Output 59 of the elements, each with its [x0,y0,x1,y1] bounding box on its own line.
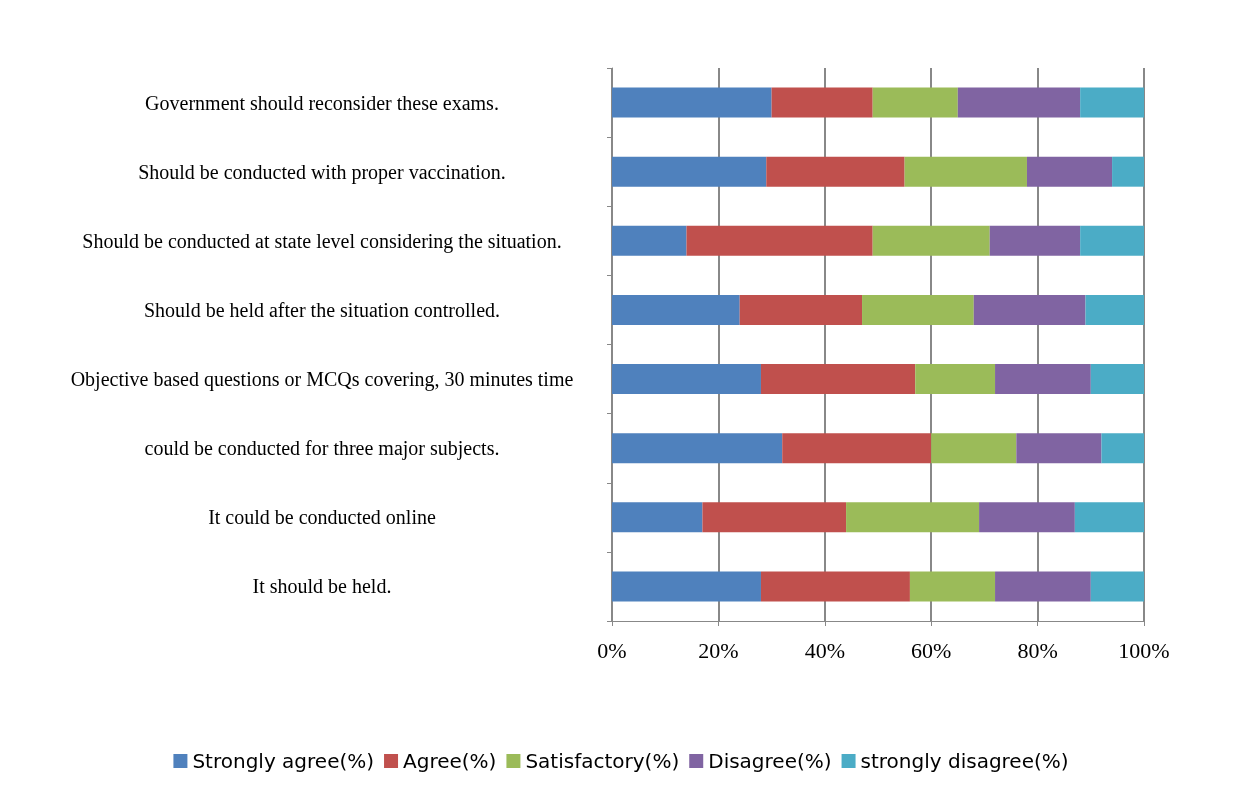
bar [766,156,905,187]
legend-label: Disagree(%) [708,749,832,773]
bar [909,571,996,602]
bar [612,433,783,464]
bar [995,571,1091,602]
bar [760,364,916,395]
bar [612,571,761,602]
bar [1026,156,1113,187]
bar [995,364,1091,395]
y-tick-label: could be conducted for three major subjects. [144,437,500,461]
bar [1085,294,1144,325]
bar [702,502,847,533]
bar [612,87,772,118]
y-tick-label: It could be conducted online [208,506,436,529]
bar [1016,433,1102,464]
y-tick-label: Should be held after the situation controlled. [143,298,501,321]
y-tick-label: Should be conducted with proper vaccination. [138,160,506,184]
bar [957,87,1081,118]
bar [739,294,863,325]
bar [1090,364,1144,395]
bar [1080,87,1144,118]
y-tick-label: Objective based questions or MCQs covering, 30 minutes time [70,368,574,392]
bar [1112,156,1144,187]
bar [612,502,703,533]
bar [612,364,761,395]
legend-label: strongly disagree(%) [860,749,1069,773]
bar [872,87,958,118]
x-tick-label: 20% [698,637,739,663]
bar [760,571,910,602]
x-tick-label: 60% [911,637,952,663]
legend-label: Satisfactory(%) [525,749,680,773]
bar [846,502,980,533]
bar [872,225,990,256]
bar [1101,433,1144,464]
bar [904,156,1027,187]
bar [862,294,974,325]
bar [915,364,996,395]
bar [1080,225,1144,256]
x-tick-label: 0% [597,637,627,663]
bar [782,433,932,464]
bar [989,225,1081,256]
bar [612,225,687,256]
y-tick-label: Government should reconsider these exams. [145,91,499,114]
bar [686,225,873,256]
bar [973,294,1086,325]
bar [771,87,873,118]
y-tick-label: Should be conducted at state level considering the situation. [82,229,562,253]
x-tick-label: 100% [1118,637,1170,663]
bar [612,294,740,325]
x-tick-label: 40% [804,637,845,663]
legend-label: Strongly agree(%) [192,749,375,773]
y-tick-label: It should be held. [252,575,392,598]
bar [1074,502,1144,533]
bar [1090,571,1144,602]
bar [612,156,767,187]
x-tick-label: 80% [1017,637,1058,663]
bar [931,433,1017,464]
legend-label: Agree(%) [403,749,497,773]
bar [979,502,1075,533]
